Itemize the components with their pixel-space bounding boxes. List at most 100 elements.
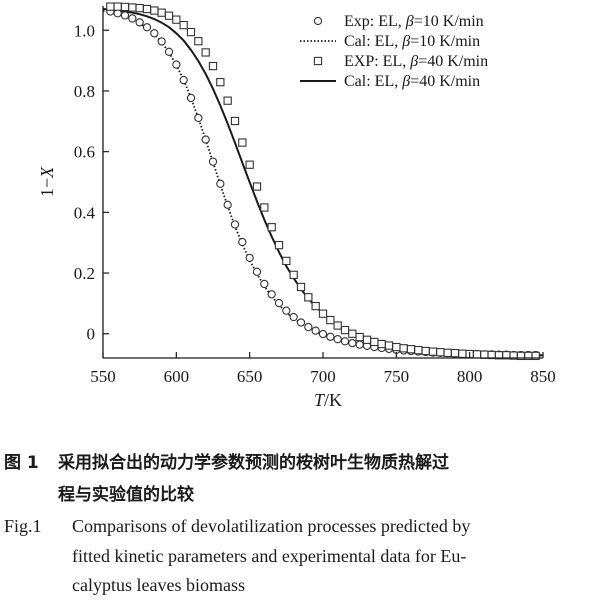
data-point-series-0	[274, 298, 284, 308]
caption-en-text-2: fitted kinetic parameters and experiment…	[72, 546, 467, 566]
data-point-series-0	[245, 253, 254, 263]
x-tick-label: 550	[90, 367, 116, 386]
x-tick-label: 750	[384, 367, 410, 386]
data-point-series-2	[406, 345, 416, 354]
data-point-series-2	[201, 48, 210, 57]
data-point-series-0	[223, 200, 232, 209]
data-point-series-2	[216, 78, 225, 87]
data-point-series-0	[164, 47, 174, 56]
legend-label-2: EXP: EL, β=40 K/min	[344, 53, 488, 70]
data-point-series-2	[128, 3, 137, 12]
data-point-series-2	[223, 96, 232, 105]
data-point-series-2	[450, 348, 460, 358]
data-point-series-0	[230, 220, 240, 229]
data-point-series-2	[289, 270, 298, 280]
data-point-series-0	[150, 29, 159, 38]
x-tick-label: 600	[164, 367, 190, 386]
data-point-series-2	[135, 3, 144, 13]
data-point-series-2	[150, 6, 159, 15]
data-point-series-0	[267, 290, 276, 299]
data-point-series-0	[172, 60, 181, 69]
data-point-series-2	[113, 2, 122, 11]
data-point-series-2	[436, 348, 445, 357]
data-point-series-0	[201, 135, 210, 144]
data-point-series-0	[157, 37, 166, 46]
data-point-series-2	[252, 182, 262, 191]
y-tick-label: 0.2	[74, 264, 95, 283]
data-point-series-2	[384, 341, 394, 350]
data-point-series-0	[326, 332, 335, 341]
data-point-series-2	[421, 346, 430, 356]
x-tick-label: 700	[310, 367, 336, 386]
data-point-series-2	[157, 8, 166, 17]
data-point-series-0	[318, 329, 328, 339]
data-point-series-0	[120, 11, 130, 20]
x-tick-label: 850	[530, 367, 556, 386]
data-point-series-2	[340, 325, 350, 335]
data-point-series-0	[304, 322, 313, 332]
data-point-series-2	[267, 223, 276, 232]
caption-zh-text-2: 程与实验值的比较	[58, 485, 194, 505]
data-point-series-2	[164, 11, 174, 20]
data-point-series-2	[179, 20, 188, 30]
data-point-series-2	[120, 2, 130, 12]
x-tick-label: 650	[237, 367, 263, 386]
data-point-series-2	[414, 345, 423, 355]
data-point-series-2	[318, 309, 328, 318]
data-point-series-2	[348, 329, 357, 338]
data-point-series-2	[370, 337, 379, 347]
data-point-series-2	[208, 61, 218, 71]
legend-label-3: Cal: EL, β=40 K/min	[344, 73, 480, 90]
axes: 550 600 650 700 750 800 850 0 0.2 0.4 0.6 0.8 1.0 T/K…	[37, 6, 556, 410]
data-point-series-2	[142, 4, 152, 14]
data-point-series-0	[260, 279, 269, 289]
data-point-series-2	[106, 2, 115, 11]
data-point-series-2	[333, 321, 342, 330]
data-point-series-2	[311, 301, 320, 311]
data-point-series-2	[443, 348, 452, 357]
caption-en-text-3: calyptus leaves biomass	[72, 575, 245, 595]
data-point-series-2	[304, 293, 313, 302]
data-point-series-2	[172, 15, 181, 24]
caption-zh-label: 图 1	[4, 453, 39, 473]
data-point-series-0	[216, 179, 225, 188]
data-point-series-2	[362, 335, 372, 344]
data-point-series-0	[179, 75, 188, 85]
data-point-series-2	[392, 342, 401, 352]
data-point-series-0	[289, 312, 298, 322]
legend-label-0: Exp: EL, β=10 K/min	[344, 13, 484, 30]
data-point-series-0	[340, 337, 350, 346]
caption-en-text-1: Comparisons of devolatilization processe…	[72, 516, 471, 536]
data-point-series-0	[296, 318, 306, 327]
y-tick-label: 0.4	[74, 203, 96, 222]
data-point-series-2	[480, 350, 489, 359]
x-axis-label: T/K	[314, 390, 342, 410]
plot-area	[102, 2, 543, 361]
caption-en-label: Fig.1	[4, 516, 42, 536]
data-point-series-2	[194, 37, 203, 46]
data-point-series-0	[348, 338, 357, 348]
legend-label-1: Cal: EL, β=10 K/min	[344, 33, 480, 50]
caption-zh-text-1: 采用拟合出的动力学参数预测的桉树叶生物质热解过	[58, 453, 449, 473]
legend: Exp: EL, β=10 K/min Cal: EL, β=10 K/min EX…	[300, 13, 488, 90]
data-point-series-2	[399, 344, 408, 353]
data-point-series-2	[377, 339, 386, 349]
y-tick-label: 0.8	[74, 82, 95, 101]
data-point-series-0	[128, 14, 137, 23]
data-point-series-0	[194, 113, 203, 123]
chart-figure: 550 600 650 700 750 800 850 0 0.2 0.4 0.6 0.8 1.0 T/K…	[37, 2, 556, 410]
legend-marker-2	[313, 56, 323, 66]
data-point-series-0	[333, 335, 342, 344]
data-point-series-0	[355, 340, 364, 349]
data-point-series-0	[282, 306, 291, 315]
data-point-series-0	[238, 237, 247, 247]
data-point-series-0	[208, 157, 218, 166]
legend-marker-0	[313, 16, 323, 26]
y-tick-label: 0	[87, 325, 96, 344]
data-point-series-2	[282, 256, 291, 266]
data-point-series-2	[472, 350, 482, 359]
data-point-series-2	[326, 315, 335, 325]
data-point-series-0	[142, 23, 152, 32]
data-point-series-2	[428, 347, 438, 356]
data-point-series-0	[252, 267, 262, 276]
